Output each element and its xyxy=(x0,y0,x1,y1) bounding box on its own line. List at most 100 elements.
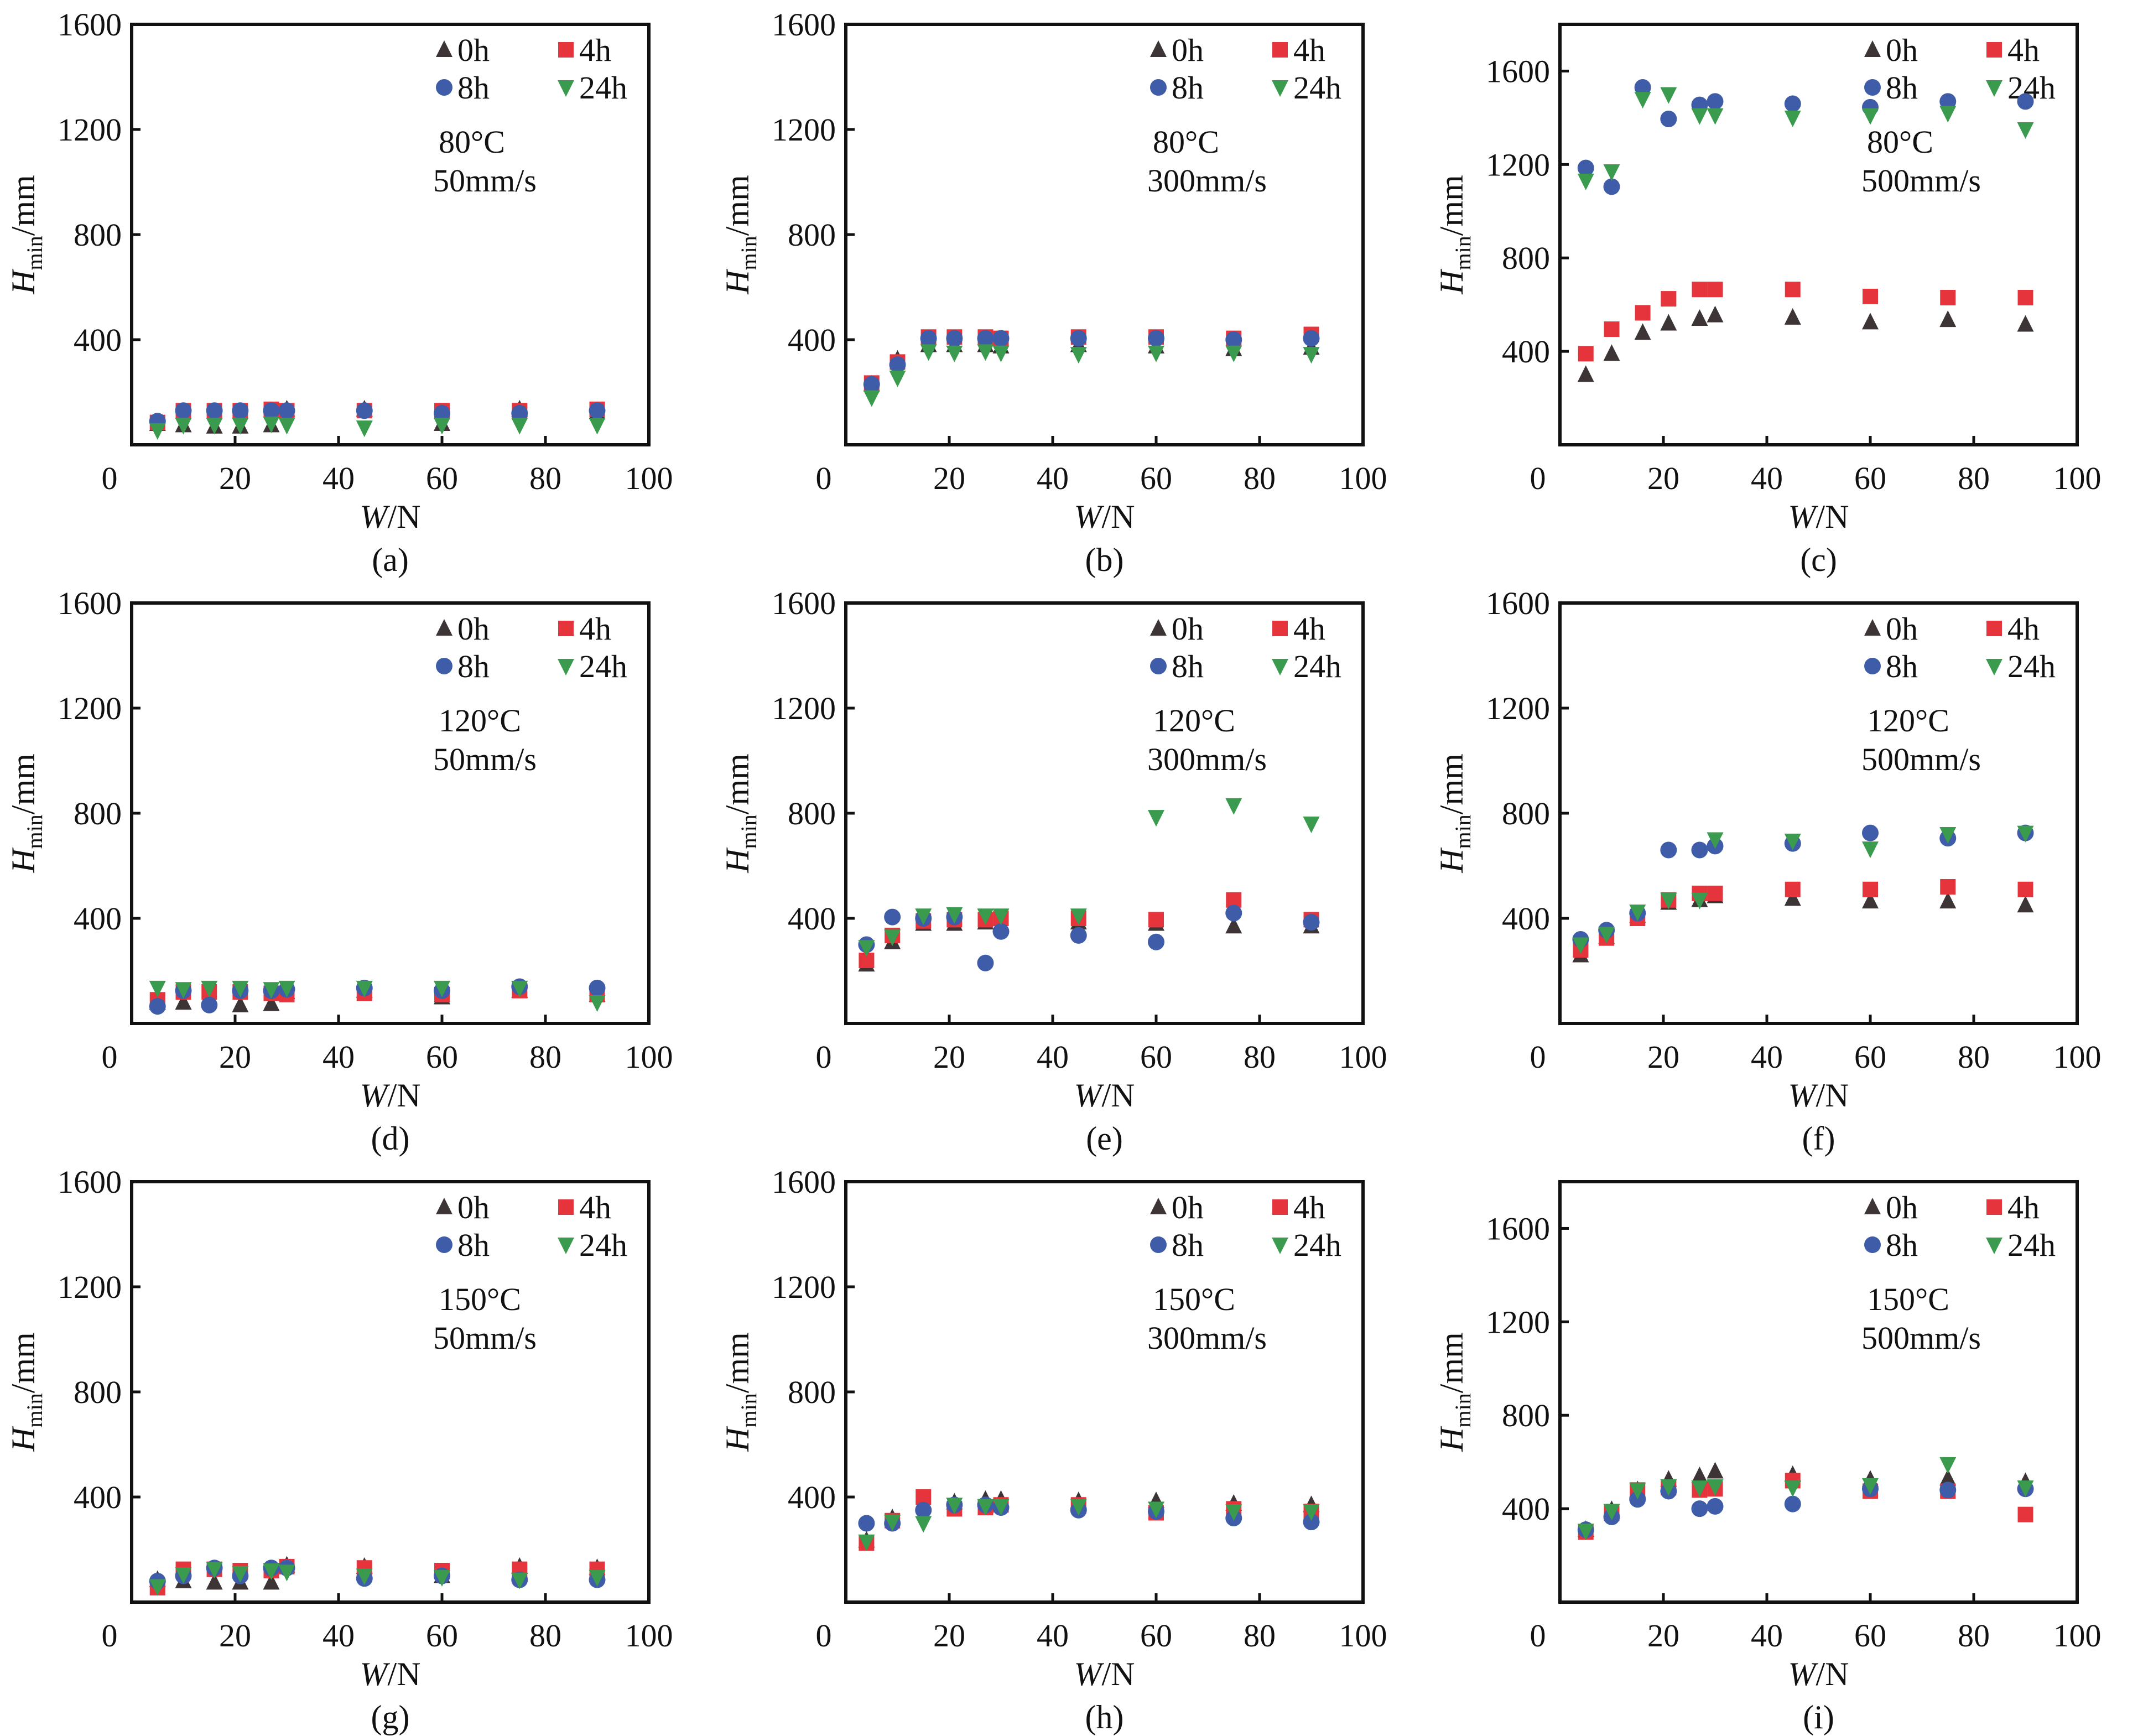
legend-item-24h: 24h xyxy=(1272,70,1341,106)
data-point xyxy=(175,982,192,999)
legend-label: 4h xyxy=(2007,1189,2040,1225)
legend-marker-triangle-down-icon xyxy=(1986,80,2002,97)
y-axis-label: Hmin/mm xyxy=(719,753,761,874)
x-tick-label: 0 xyxy=(102,1618,118,1654)
series-0h xyxy=(149,981,606,1012)
x-tick-label: 60 xyxy=(1140,1618,1172,1654)
x-tick-label: 80 xyxy=(1244,460,1276,496)
data-point xyxy=(1707,1462,1724,1479)
series-24h xyxy=(149,1562,606,1596)
x-tick-label: 60 xyxy=(426,1039,458,1075)
data-point xyxy=(278,402,295,419)
legend-item-24h: 24h xyxy=(1986,648,2056,684)
data-point xyxy=(1598,927,1615,944)
panel-caption: (a) xyxy=(372,542,409,578)
legend: 0h 4h 8h 24h xyxy=(436,611,627,684)
legend-marker-square-icon xyxy=(558,1199,574,1215)
legend-item-0h: 0h xyxy=(1864,1189,1918,1225)
x-tick-label: 0 xyxy=(816,1039,832,1075)
data-point xyxy=(1577,173,1594,190)
series-0h xyxy=(1577,305,2034,382)
condition-temperature: 120°C xyxy=(439,703,521,739)
data-point xyxy=(992,923,1010,940)
data-point xyxy=(992,1499,1010,1516)
y-axis-label: Hmin/mm xyxy=(5,175,47,295)
legend: 0h 4h 8h 24h xyxy=(1864,611,2056,684)
x-tick-label: 60 xyxy=(1854,1618,1886,1654)
legend-label: 0h xyxy=(457,32,490,68)
condition-temperature: 120°C xyxy=(1153,703,1235,739)
x-tick-label: 0 xyxy=(1530,460,1546,496)
legend-marker-triangle-down-icon xyxy=(558,1238,574,1254)
data-points xyxy=(149,978,606,1015)
y-tick-label: 1600 xyxy=(58,7,122,43)
plot-frame xyxy=(844,1180,1365,1604)
data-point xyxy=(1578,346,1594,362)
x-tick-label: 80 xyxy=(1958,1618,1990,1654)
y-tick-label: 1600 xyxy=(772,585,836,621)
data-point xyxy=(206,402,223,419)
data-point xyxy=(977,954,994,971)
data-point xyxy=(1939,310,1957,328)
series-24h xyxy=(1577,87,2034,190)
x-tick-label: 0 xyxy=(1530,1618,1546,1654)
y-tick-label: 1600 xyxy=(1486,585,1550,621)
y-tick-label: 1600 xyxy=(772,7,836,43)
data-point xyxy=(278,1565,295,1582)
data-points xyxy=(149,399,606,440)
series-4h xyxy=(149,983,605,1008)
legend-label: 8h xyxy=(457,70,490,106)
data-point xyxy=(1784,1495,1801,1512)
legend-label: 24h xyxy=(579,648,627,684)
x-tick-label: 20 xyxy=(933,1039,965,1075)
x-tick-label: 100 xyxy=(625,1618,673,1654)
data-point xyxy=(915,1501,932,1519)
legend-item-24h: 24h xyxy=(1272,648,1341,684)
data-point xyxy=(1225,905,1242,922)
chart-panel-c: 400 800 1200 1600 0 20 40 60 80 100 W/N Hmin/mm (c) 0… xyxy=(1433,23,2102,578)
panel-caption: (c) xyxy=(1800,542,1837,578)
y-tick-label: 800 xyxy=(1502,796,1550,831)
panel-caption: (f) xyxy=(1802,1120,1835,1157)
panel-caption: (d) xyxy=(371,1120,410,1157)
legend-label: 8h xyxy=(1886,1227,1918,1263)
y-axis-label: Hmin/mm xyxy=(5,753,47,874)
data-point xyxy=(863,376,880,393)
data-point xyxy=(589,402,606,419)
x-tick-label: 80 xyxy=(529,460,561,496)
condition-temperature: 150°C xyxy=(1153,1281,1235,1317)
x-tick-label: 80 xyxy=(529,1039,561,1075)
data-point xyxy=(977,1499,994,1516)
condition-speed: 500mm/s xyxy=(1861,741,1981,777)
data-point xyxy=(1691,841,1708,859)
legend: 0h 4h 8h 24h xyxy=(436,1189,627,1263)
x-tick-label: 60 xyxy=(426,1618,458,1654)
legend-label: 24h xyxy=(1293,648,1341,684)
y-tick-label: 1200 xyxy=(1486,147,1550,183)
y-tick-label: 1200 xyxy=(1486,690,1550,726)
x-tick-label: 60 xyxy=(1854,1039,1886,1075)
data-point xyxy=(1634,323,1651,340)
legend-marker-triangle-down-icon xyxy=(1986,1238,2002,1254)
y-tick-label: 800 xyxy=(788,1374,836,1410)
y-axis-label: Hmin/mm xyxy=(1433,753,1475,874)
y-tick-label: 400 xyxy=(788,322,836,358)
x-axis-label: W/N xyxy=(1074,1656,1135,1692)
series-8h xyxy=(1572,824,2034,948)
legend-label: 24h xyxy=(579,70,627,106)
data-point xyxy=(149,980,166,997)
x-tick-label: 40 xyxy=(323,1039,355,1075)
series-24h xyxy=(1572,825,2034,954)
legend-label: 4h xyxy=(579,32,611,68)
data-point xyxy=(356,402,373,419)
panel-caption: (g) xyxy=(371,1699,410,1735)
data-points xyxy=(1577,1457,2034,1541)
series-24h xyxy=(858,798,1320,957)
legend-marker-circle-icon xyxy=(436,1236,452,1253)
data-point xyxy=(1660,111,1677,127)
chart-panel-f: 400 800 1200 1600 0 20 40 60 80 100 W/N Hmin/mm (f) 0… xyxy=(1433,585,2102,1157)
legend: 0h 4h 8h 24h xyxy=(1150,32,1341,106)
data-point xyxy=(1660,1479,1677,1496)
data-point xyxy=(946,1498,963,1515)
legend-marker-circle-icon xyxy=(1864,658,1881,674)
